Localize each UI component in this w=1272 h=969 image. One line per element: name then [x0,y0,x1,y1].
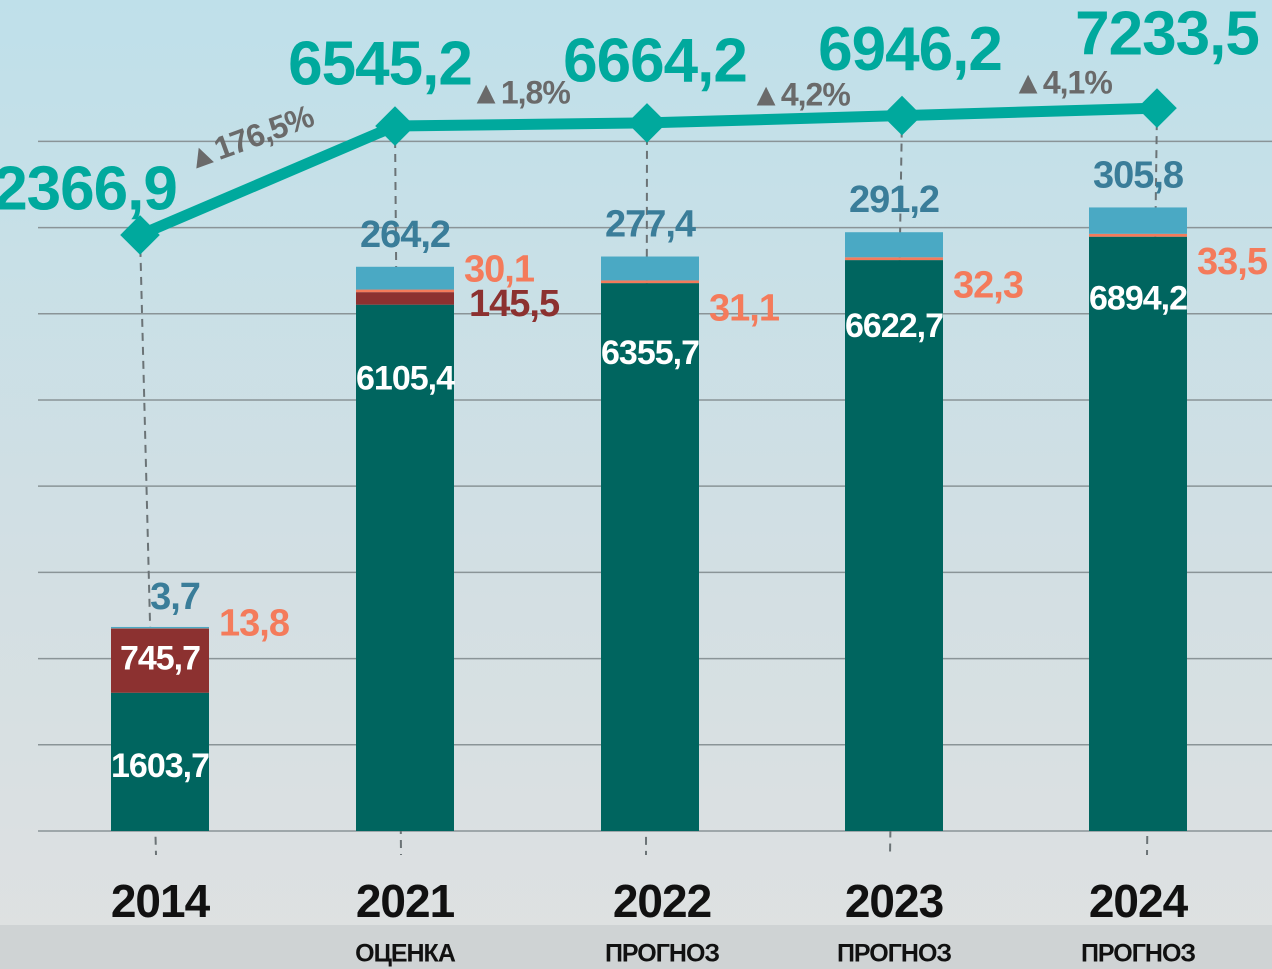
line-point [627,103,667,143]
growth-annotation: ▲4,2% [750,76,850,112]
value-label: 745,7 [120,640,200,678]
line-point [120,215,160,255]
x-tick-label: 2022 [613,875,711,927]
value-label: 30,1 [464,249,535,291]
value-label: 264,2 [360,214,450,256]
bar-segment [601,280,699,284]
line-label: 6545,2 [288,29,472,98]
guide-line [139,234,157,856]
x-tick-label: 2023 [845,875,943,927]
bar-segment [845,260,943,831]
growth-annotation: ▲4,1% [1012,64,1112,100]
category-note: ПРОГНОЗ [605,940,719,968]
bar-segment [1089,207,1187,234]
bar-segment [1089,236,1187,831]
x-tick-label: 2021 [356,875,455,927]
value-label: 277,4 [605,204,696,246]
line-label: 6664,2 [563,26,747,95]
bar-segment [111,692,209,831]
line-label: 6946,2 [818,15,1002,84]
value-label: 13,8 [219,602,289,644]
value-label: 145,5 [469,283,560,325]
footer-band [0,925,1272,969]
value-label: 32,3 [953,264,1023,306]
bar-segment [356,289,454,293]
line-label: 7233,5 [1075,0,1259,68]
bar-segment [111,628,209,693]
category-note: ПРОГНОЗ [837,940,951,968]
category-note: ПРОГНОЗ [1081,940,1195,968]
bar-segment [356,304,454,832]
bar-segment [601,256,699,281]
value-label: 6894,2 [1089,280,1187,318]
bar-segment [356,292,454,305]
category-note: ОЦЕНКА [355,940,456,968]
growth-annotation: ▲1,8% [470,74,570,110]
x-tick-label: 2024 [1089,875,1189,927]
value-label: 291,2 [849,179,939,221]
value-label: 305,8 [1093,154,1183,196]
bar-segment [356,266,454,290]
bar-segment [1089,233,1187,237]
line-label: 2366,9 [0,154,177,223]
value-label: 6105,4 [356,360,455,398]
bar-segment [111,626,209,629]
value-label: 3,7 [150,576,200,618]
value-label: 33,5 [1197,241,1268,283]
x-tick-label: 2014 [111,875,211,927]
line-point [882,95,922,136]
bar-segment [845,257,943,261]
value-label: 6622,7 [845,307,943,345]
bar-segment [845,232,943,258]
bar-segment [601,283,699,831]
value-label: 6355,7 [601,334,699,372]
value-label: 31,1 [709,287,780,329]
value-label: 1603,7 [111,747,209,785]
